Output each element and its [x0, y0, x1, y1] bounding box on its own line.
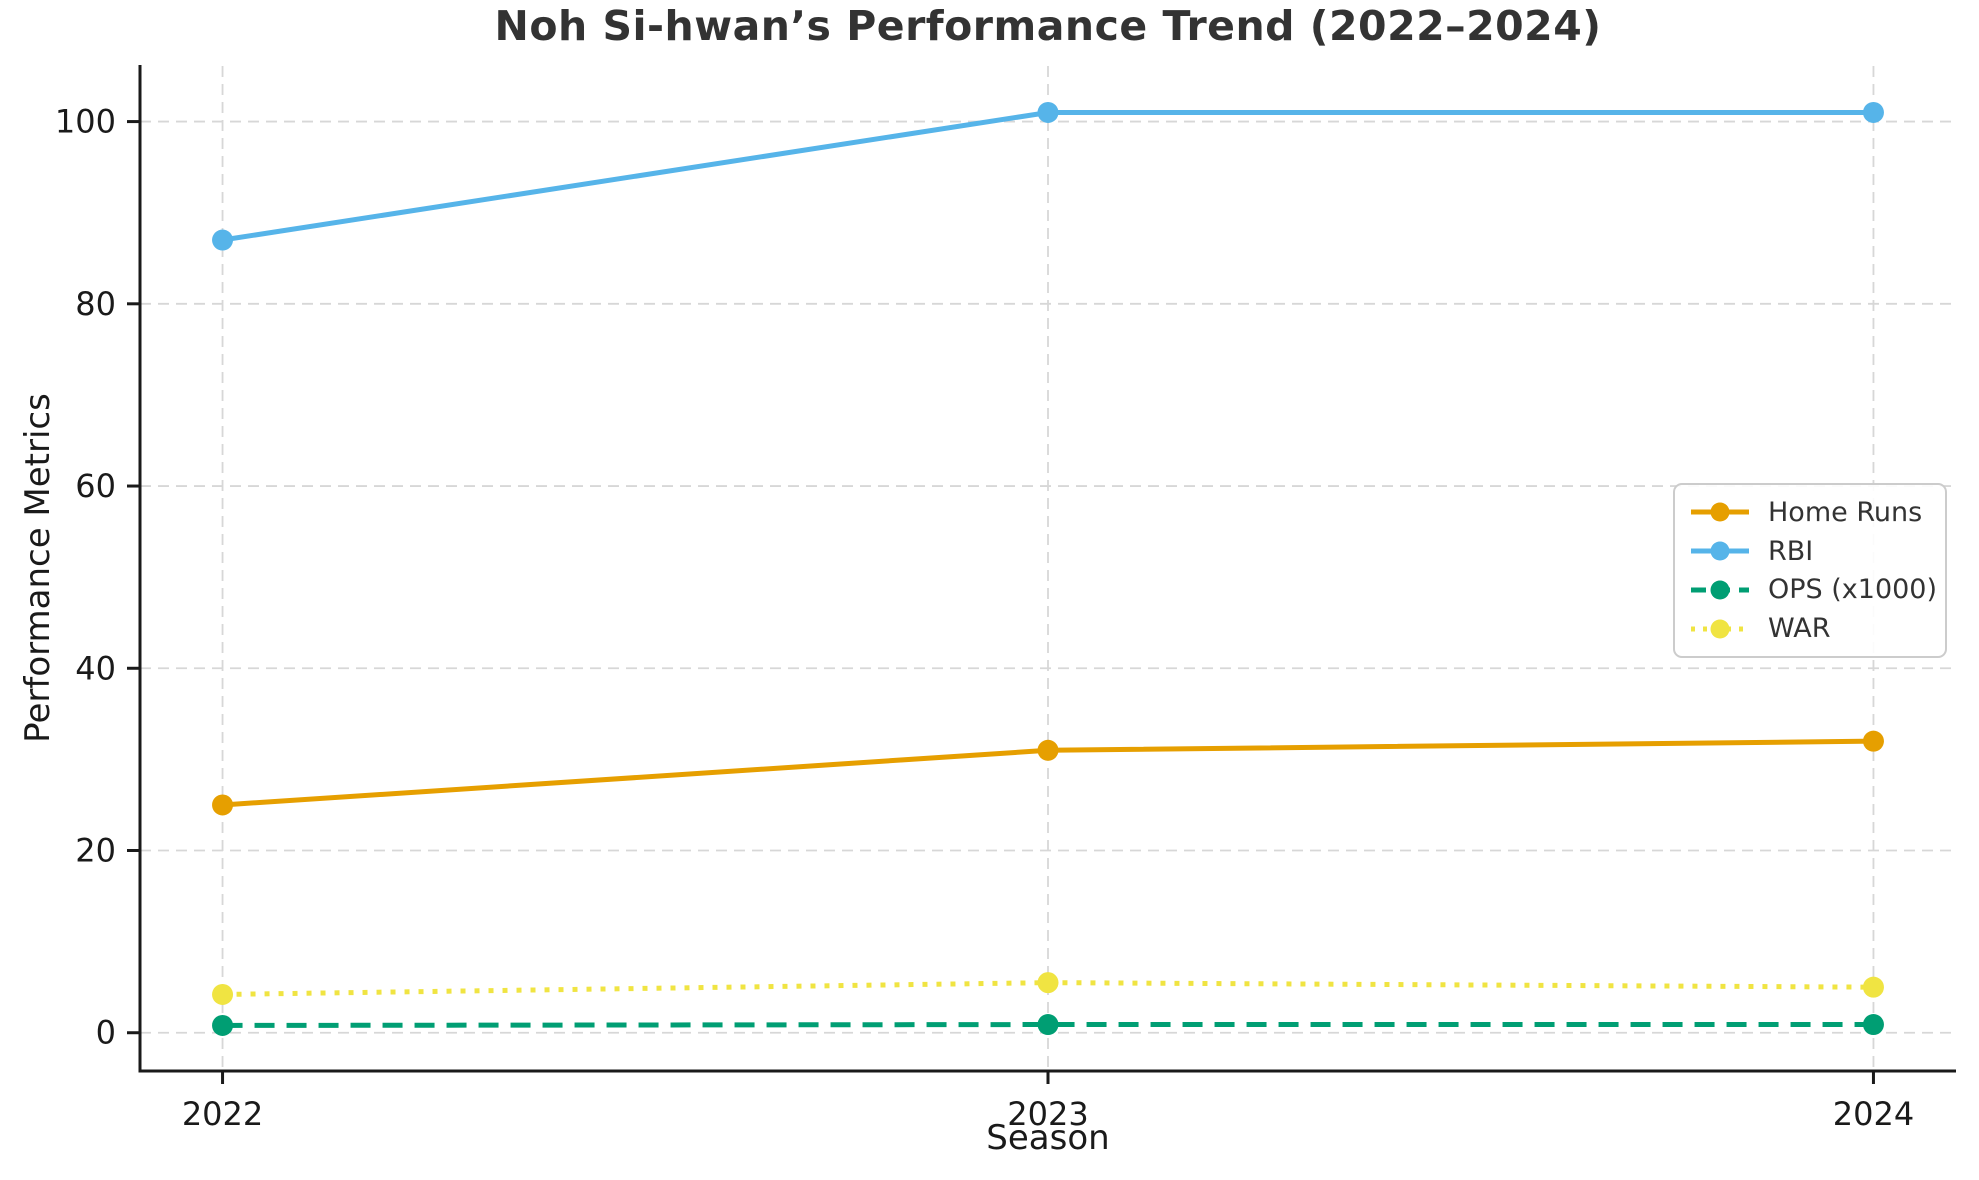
data-point-marker: [212, 229, 234, 251]
data-point-marker: [1037, 1014, 1059, 1036]
y-tick-label: 0: [96, 1014, 116, 1052]
series-line-war: [222, 980, 1874, 997]
x-axis-label: Season: [986, 1118, 1110, 1158]
legend-item: RBI: [1689, 536, 1935, 567]
legend-item: WAR: [1689, 613, 1935, 644]
legend-item: OPS (x1000): [1689, 574, 1938, 606]
chart-title: Noh Si-hwan’s Performance Trend (2022–20…: [494, 2, 1602, 50]
y-tick-label: 60: [75, 467, 116, 505]
data-point-marker: [1037, 972, 1059, 994]
x-tick-label: 2023: [1007, 1095, 1088, 1133]
y-tick-label: 20: [75, 832, 116, 870]
data-point-marker: [212, 1014, 234, 1036]
legend-swatch-icon: [1691, 580, 1749, 600]
x-tick-label: 2024: [1833, 1095, 1914, 1133]
legend-marker-sample: [1710, 541, 1730, 561]
legend-item: Home Runs: [1689, 497, 1935, 528]
legend-marker-sample: [1710, 580, 1730, 600]
data-point-marker: [212, 983, 234, 1005]
data-point-marker: [1862, 1014, 1884, 1036]
legend-swatch-icon: [1691, 541, 1749, 561]
legend-swatch-icon: [1691, 502, 1749, 522]
legend-marker-sample: [1710, 502, 1730, 522]
y-tick-label: 40: [75, 649, 116, 687]
legend-label: WAR: [1768, 613, 1831, 645]
y-tick-label: 80: [75, 285, 116, 323]
x-tick-label: 2022: [182, 1095, 263, 1133]
legend-label: Home Runs: [1768, 496, 1923, 528]
legend: Home Runs RBI OPS (x1000) WAR: [1673, 483, 1947, 658]
data-point-marker: [1037, 101, 1059, 123]
data-point-marker: [1037, 739, 1059, 761]
y-tick-label: 100: [55, 103, 116, 141]
legend-marker-sample: [1710, 619, 1730, 639]
data-point-marker: [212, 794, 234, 816]
legend-label: OPS (x1000): [1768, 574, 1938, 606]
data-point-marker: [1862, 101, 1884, 123]
data-point-marker: [1862, 730, 1884, 752]
series-line-ops-x1000-: [222, 1022, 1874, 1028]
y-axis-label: Performance Metrics: [18, 393, 58, 743]
data-point-marker: [1862, 976, 1884, 998]
legend-swatch-icon: [1691, 619, 1749, 639]
legend-label: RBI: [1768, 535, 1814, 567]
